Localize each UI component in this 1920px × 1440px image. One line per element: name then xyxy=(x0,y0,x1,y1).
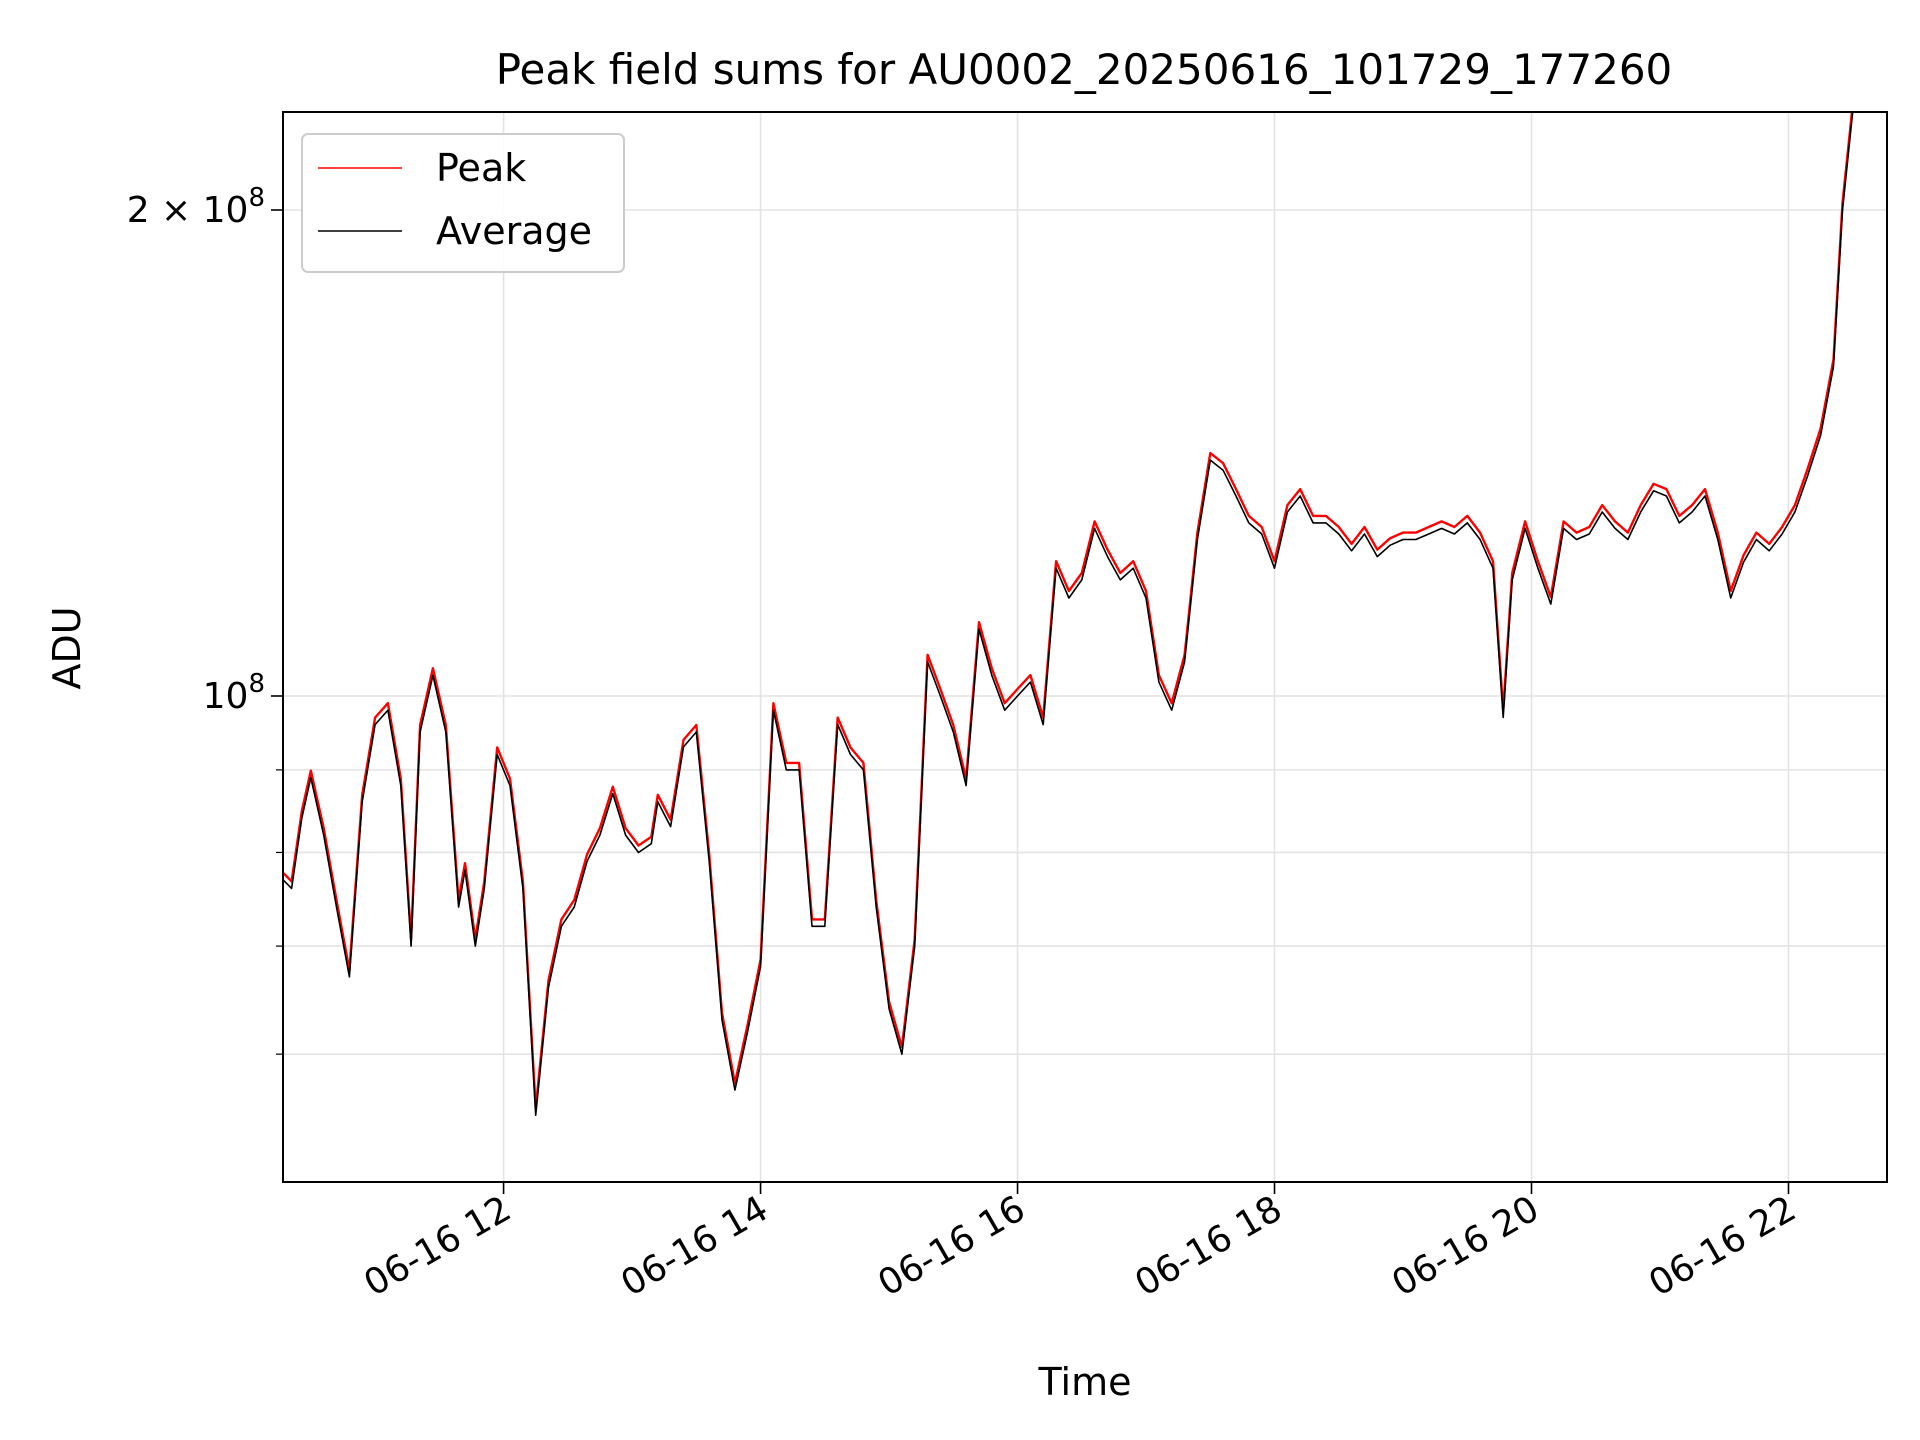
y-axis-title: ADU xyxy=(45,606,89,689)
legend-label-peak: Peak xyxy=(436,146,526,190)
series-line-peak xyxy=(283,112,1854,1110)
y-tick-label: 2 × 108 xyxy=(127,183,265,231)
legend-label-average: Average xyxy=(436,209,592,253)
chart-title: Peak field sums for AU0002_20250616_1017… xyxy=(496,45,1673,94)
x-axis-title: Time xyxy=(1038,1360,1132,1404)
plot-frame xyxy=(282,111,1888,1183)
y-tick-label: 108 xyxy=(203,669,265,717)
series-lines xyxy=(283,112,1854,1116)
series-line-average xyxy=(283,112,1854,1116)
legend: Peak Average xyxy=(301,133,625,273)
